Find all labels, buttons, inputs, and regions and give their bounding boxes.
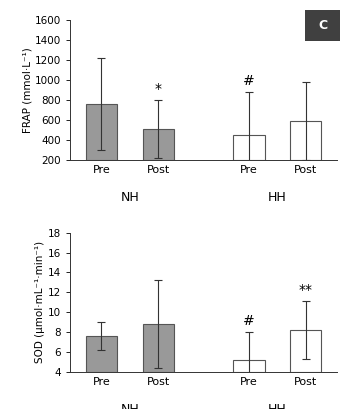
Text: HH: HH [268,191,287,204]
Text: NH: NH [120,191,139,204]
Text: HH: HH [268,403,287,409]
Bar [233,135,265,160]
Y-axis label: SOD (µmol·mL⁻¹·min⁻¹): SOD (µmol·mL⁻¹·min⁻¹) [35,241,45,364]
Text: *: * [155,82,162,96]
Bar [86,336,117,372]
Text: **: ** [299,283,313,297]
Y-axis label: FRAP (mmol·L⁻¹): FRAP (mmol·L⁻¹) [22,47,32,133]
Bar [233,360,265,372]
Bar [290,330,322,372]
Text: C: C [318,19,327,32]
Text: #: # [243,314,255,328]
Text: #: # [243,74,255,88]
Bar [143,129,174,160]
Bar [290,121,322,160]
Text: NH: NH [120,403,139,409]
Bar [143,324,174,372]
Bar [86,104,117,160]
